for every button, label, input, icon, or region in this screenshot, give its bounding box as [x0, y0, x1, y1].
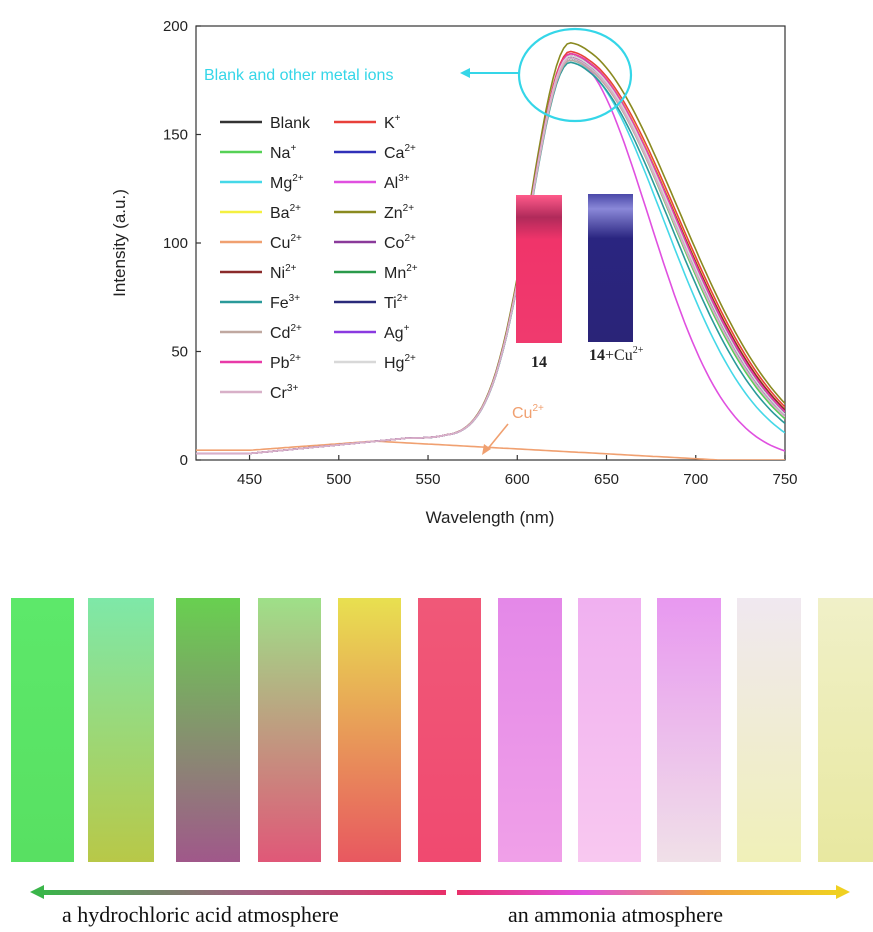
emission-spectrum-chart: 450 500 550 600 650 700 750 0 50 100 150 200 Wavel… [110, 18, 798, 527]
test-strip-3 [176, 598, 240, 862]
y-tick-label: 0 [180, 452, 188, 469]
direction-arrow-right [457, 890, 837, 895]
test-strip-10 [737, 598, 801, 862]
x-tick-label: 450 [237, 471, 262, 488]
hcl-atmosphere-label: a hydrochloric acid atmosphere [62, 902, 339, 927]
test-strip-1 [11, 598, 74, 862]
test-strip-2 [88, 598, 154, 862]
x-tick-label: 750 [772, 471, 797, 488]
inset-photo-14-cu [588, 194, 633, 342]
legend-label-ni: Ni2+ [270, 263, 297, 282]
legend-label-ag: Ag+ [384, 323, 410, 342]
legend-label-al: Al3+ [384, 173, 410, 192]
y-axis-title: Intensity (a.u.) [110, 189, 129, 297]
y-tick-label: 200 [163, 18, 188, 35]
cu-annotation-label: Cu2+ [512, 403, 544, 422]
series-lines [196, 41, 785, 460]
legend-label-na: Na+ [270, 143, 296, 162]
direction-arrowhead-right [836, 885, 850, 899]
y-tick-label: 50 [171, 344, 188, 361]
x-tick-label: 500 [326, 471, 351, 488]
y-tick-label: 150 [163, 127, 188, 144]
direction-arrowhead-left [30, 885, 44, 899]
legend-label-co: Co2+ [384, 233, 416, 252]
legend: Blank K+ Na+ Ca2+ Mg2+ Al3+ Ba2+ Zn2+ Cu2+ Co2+ Ni… [220, 113, 418, 402]
ammonia-atmosphere-label: an ammonia atmosphere [508, 902, 724, 927]
y-axis-ticks: 0 50 100 150 200 [163, 18, 201, 469]
legend-label-zn: Zn2+ [384, 203, 414, 222]
legend-label-ca: Ca2+ [384, 143, 416, 162]
x-axis-title: Wavelength (nm) [426, 508, 555, 527]
test-strip-9 [657, 598, 721, 862]
x-tick-label: 550 [416, 471, 441, 488]
x-tick-label: 650 [594, 471, 619, 488]
series-line-cr [196, 57, 785, 455]
legend-label-ba: Ba2+ [270, 203, 301, 222]
circle-label-arrowhead [460, 68, 470, 78]
legend-label-cu: Cu2+ [270, 233, 302, 252]
legend-label-cd: Cd2+ [270, 323, 302, 342]
legend-label-mn: Mn2+ [384, 263, 418, 282]
inset-photo-14 [516, 195, 562, 343]
cu-annotation-arrowhead [482, 444, 491, 455]
legend-label-mg: Mg2+ [270, 173, 304, 192]
test-strip-7 [498, 598, 562, 862]
legend-label-blank: Blank [270, 115, 311, 132]
series-line-cu [196, 440, 785, 460]
direction-arrow-left [42, 890, 446, 895]
inset-label-14: 14 [531, 354, 547, 371]
x-tick-label: 700 [683, 471, 708, 488]
circle-annotation-label: Blank and other metal ions [204, 67, 393, 84]
legend-label-pb: Pb2+ [270, 353, 301, 372]
legend-label-cr: Cr3+ [270, 383, 298, 402]
cu-annotation-arrow [485, 423, 509, 452]
test-strip-11 [818, 598, 873, 862]
test-strip-6 [418, 598, 481, 862]
legend-label-ti: Ti2+ [384, 293, 408, 312]
legend-label-fe: Fe3+ [270, 293, 300, 312]
test-strip-5 [338, 598, 401, 862]
legend-label-hg: Hg2+ [384, 353, 416, 372]
test-strip-4 [258, 598, 321, 862]
peak-highlight-circle [517, 27, 633, 123]
test-strip-8 [578, 598, 641, 862]
x-axis-ticks: 450 500 550 600 650 700 750 [237, 455, 798, 488]
legend-label-k: K+ [384, 113, 401, 132]
inset-label-14-cu: 14+Cu2+ [589, 345, 644, 364]
x-tick-label: 600 [505, 471, 530, 488]
y-tick-label: 100 [163, 235, 188, 252]
